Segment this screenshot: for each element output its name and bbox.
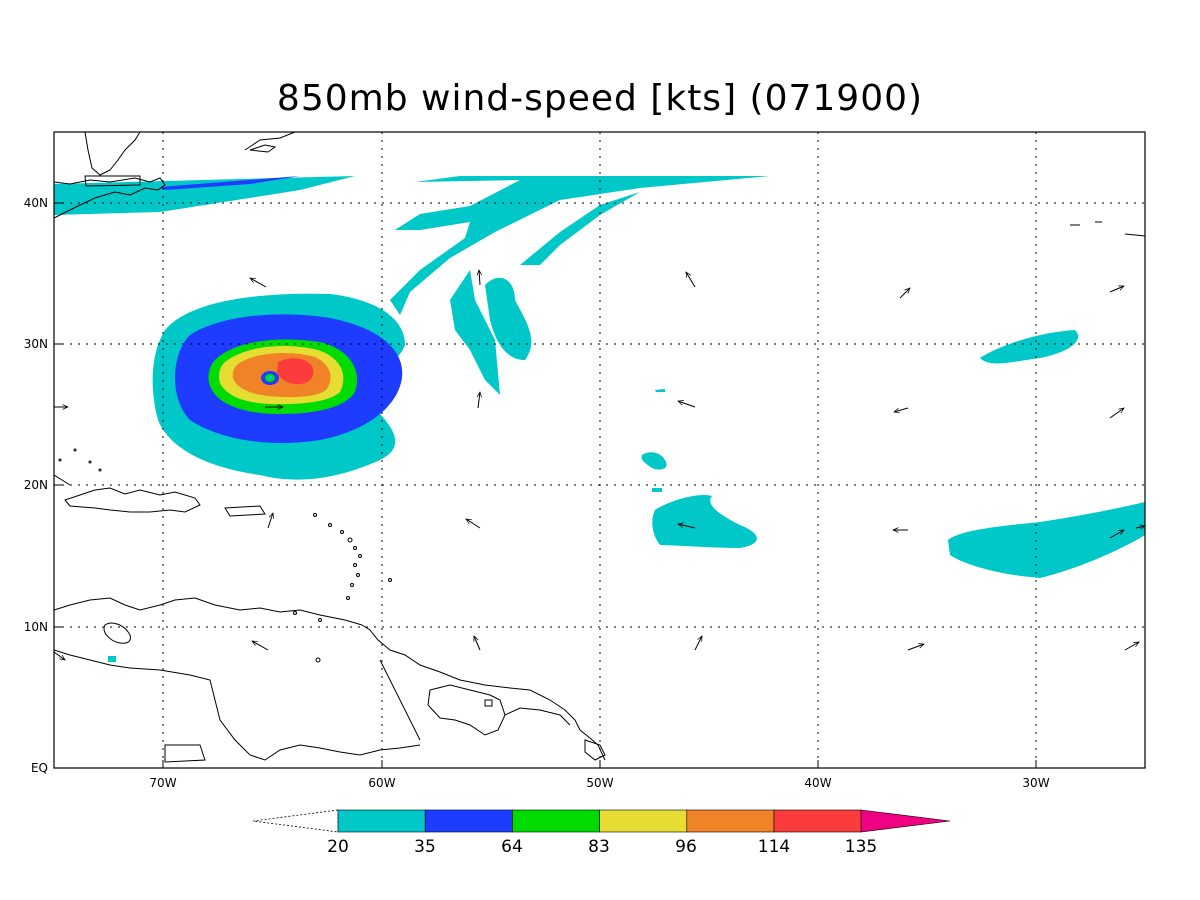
- colorbar-label-64: 64: [501, 837, 523, 857]
- axis-ticks: [54, 202, 1037, 768]
- colorbar: 20 35 64 83 96 114 135: [252, 809, 951, 857]
- lat-label-eq: EQ: [31, 761, 48, 775]
- wind-patch-18n: [652, 494, 757, 548]
- colorbar-label-96: 96: [675, 837, 697, 857]
- graticule: [54, 132, 1145, 768]
- wind-patch-16n-east: [948, 502, 1145, 578]
- colorbar-label-83: 83: [588, 837, 610, 857]
- colorbar-box-20-35: [337, 809, 426, 833]
- wind-patch-26n: [655, 389, 665, 392]
- colorbar-label-114: 114: [758, 837, 790, 857]
- wind-patch-20n: [652, 488, 662, 492]
- wind-speed-contours: [54, 176, 1145, 662]
- antilles-islands: [58, 448, 392, 663]
- coastlines: [54, 132, 1145, 763]
- lon-label-50w: 50W: [586, 776, 613, 790]
- colorbar-low-triangle: [252, 809, 339, 833]
- jet-band-north-west: [54, 176, 355, 215]
- wind-vectors: [54, 270, 1145, 660]
- wind-patch-33n: [485, 277, 532, 360]
- lon-label-70w: 70W: [149, 776, 176, 790]
- hurricane-ring-114: [277, 358, 314, 385]
- colorbar-label-35: 35: [414, 837, 436, 857]
- jet-band-branch: [520, 192, 640, 265]
- jet-band-tail: [450, 270, 500, 395]
- colorbar-box-64-83: [512, 809, 600, 833]
- jet-band-north-east: [390, 176, 770, 315]
- lat-label-10n: 10N: [24, 620, 48, 634]
- colorbar-label-20: 20: [327, 837, 349, 857]
- lat-label-40n: 40N: [24, 196, 48, 210]
- lon-label-40w: 40W: [804, 776, 831, 790]
- jet-band-core: [160, 176, 300, 190]
- colorbar-box-114-135: [773, 809, 862, 833]
- colorbar-label-135: 135: [845, 837, 877, 857]
- wind-patch-22n: [641, 452, 667, 470]
- longitude-labels: 70W 60W 50W 40W 30W: [149, 776, 1049, 790]
- latitude-labels: 40N 30N 20N 10N EQ: [24, 196, 48, 775]
- colorbar-box-96-114: [686, 809, 775, 833]
- colorbar-box-83-96: [599, 809, 688, 833]
- lon-label-60w: 60W: [368, 776, 395, 790]
- hurricane-eye: [267, 376, 273, 380]
- map-title: 850mb wind-speed [kts] (071900): [276, 78, 924, 119]
- wind-patch-9n-west: [108, 656, 116, 662]
- wind-patch-30n-east: [980, 330, 1079, 364]
- lon-label-30w: 30W: [1022, 776, 1049, 790]
- colorbar-box-35-64: [424, 809, 513, 833]
- colorbar-high-triangle: [860, 809, 951, 833]
- lat-label-30n: 30N: [24, 337, 48, 351]
- lat-label-20n: 20N: [24, 478, 48, 492]
